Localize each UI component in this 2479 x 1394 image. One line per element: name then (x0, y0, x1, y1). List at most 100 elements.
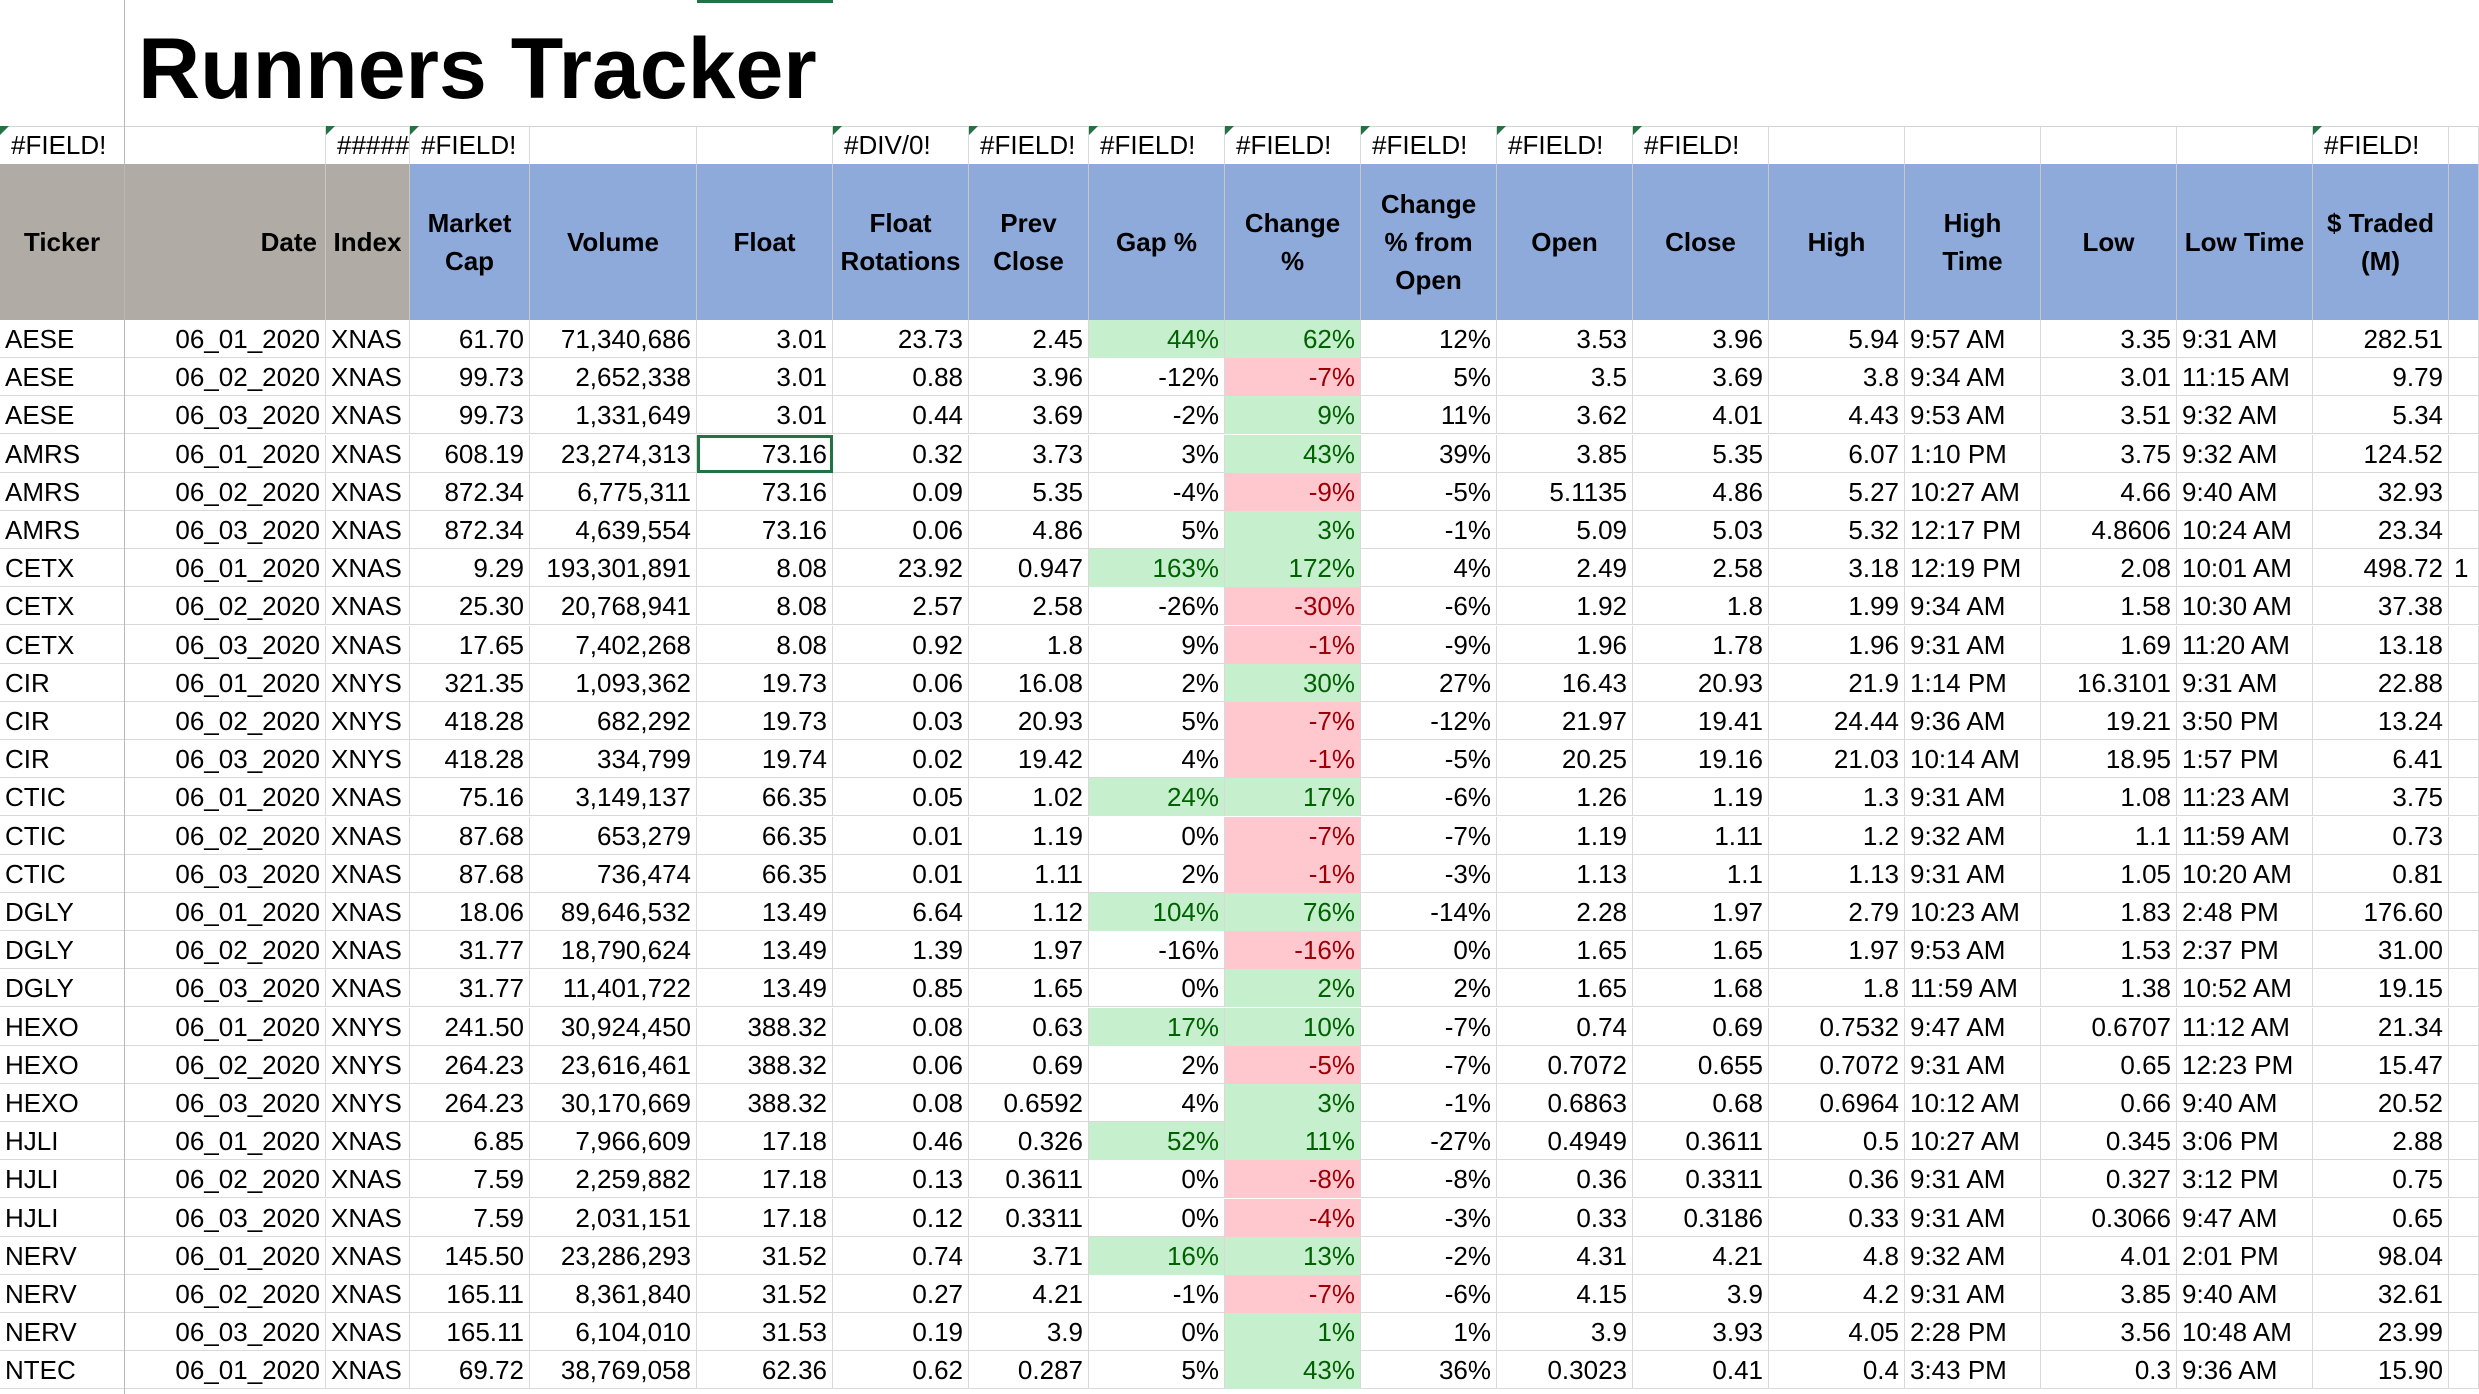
cell-date[interactable]: 06_02_2020 (125, 358, 326, 397)
column-header-change[interactable]: Change % (1225, 164, 1361, 320)
cell-close[interactable]: 5.35 (1633, 434, 1769, 473)
cell-extra[interactable] (2449, 396, 2479, 435)
column-header-prev-close[interactable]: Prev Close (969, 164, 1089, 320)
cell-close[interactable]: 0.3611 (1633, 1122, 1769, 1161)
cell-volume[interactable]: 18,790,624 (530, 931, 697, 970)
cell-extra[interactable] (2449, 740, 2479, 779)
cell-float[interactable]: 8.08 (697, 625, 833, 664)
cell-extra[interactable] (2449, 854, 2479, 893)
cell-low[interactable]: 4.66 (2041, 472, 2177, 511)
cell-traded[interactable]: 9.79 (2313, 358, 2449, 397)
cell-date[interactable]: 06_02_2020 (125, 931, 326, 970)
cell-close[interactable]: 0.655 (1633, 1045, 1769, 1084)
cell-close[interactable]: 1.11 (1633, 816, 1769, 855)
cell-ticker[interactable]: CTIC (0, 816, 125, 855)
cell-high[interactable]: 3.8 (1769, 358, 1905, 397)
cell-close[interactable]: 3.9 (1633, 1275, 1769, 1313)
cell-low-time[interactable]: 10:48 AM (2177, 1313, 2313, 1352)
cell-float-rotations[interactable]: 0.08 (833, 1084, 969, 1122)
cell-open[interactable]: 1.65 (1497, 969, 1633, 1008)
cell-change-from-open[interactable]: -2% (1361, 1236, 1497, 1275)
cell-market-cap[interactable]: 17.65 (410, 625, 530, 664)
cell-extra[interactable] (2449, 1007, 2479, 1046)
cell-market-cap[interactable]: 31.77 (410, 931, 530, 970)
cell-float-rotations[interactable]: 2.57 (833, 587, 969, 626)
cell-gap[interactable]: 2% (1089, 854, 1225, 893)
field-cell[interactable]: #FIELD! (1089, 126, 1225, 164)
cell-low[interactable]: 19.21 (2041, 702, 2177, 740)
cell-ticker[interactable]: CIR (0, 702, 125, 740)
cell-open[interactable]: 0.4949 (1497, 1122, 1633, 1161)
cell-prev-close[interactable]: 19.42 (969, 740, 1089, 779)
cell-gap[interactable]: 0% (1089, 1198, 1225, 1237)
field-cell[interactable]: #FIELD! (969, 126, 1089, 164)
cell-volume[interactable]: 23,274,313 (530, 434, 697, 473)
cell-float-rotations[interactable]: 1.39 (833, 931, 969, 970)
field-cell[interactable]: #FIELD! (0, 126, 125, 164)
cell-float[interactable]: 66.35 (697, 778, 833, 817)
cell-float[interactable]: 19.73 (697, 663, 833, 702)
cell-float[interactable]: 13.49 (697, 931, 833, 970)
cell-traded[interactable]: 0.81 (2313, 854, 2449, 893)
cell-traded[interactable]: 23.34 (2313, 511, 2449, 549)
cell-float-rotations[interactable]: 0.06 (833, 511, 969, 549)
cell-low[interactable]: 1.08 (2041, 778, 2177, 817)
cell-high-time[interactable]: 9:34 AM (1905, 587, 2041, 626)
cell-ticker[interactable]: AMRS (0, 472, 125, 511)
cell-prev-close[interactable]: 0.63 (969, 1007, 1089, 1046)
cell-extra[interactable] (2449, 931, 2479, 970)
cell-high-time[interactable]: 9:31 AM (1905, 854, 2041, 893)
cell-traded[interactable]: 124.52 (2313, 434, 2449, 473)
cell-low[interactable]: 1.53 (2041, 931, 2177, 970)
cell-float[interactable]: 31.52 (697, 1275, 833, 1313)
cell-low-time[interactable]: 11:59 AM (2177, 816, 2313, 855)
cell-high-time[interactable]: 9:32 AM (1905, 1236, 2041, 1275)
cell-float[interactable]: 8.08 (697, 587, 833, 626)
cell-date[interactable]: 06_01_2020 (125, 434, 326, 473)
cell-volume[interactable]: 7,966,609 (530, 1122, 697, 1161)
cell-index[interactable]: XNYS (326, 1007, 410, 1046)
cell-index[interactable]: XNAS (326, 816, 410, 855)
cell-change-from-open[interactable]: 39% (1361, 434, 1497, 473)
cell-gap[interactable]: 5% (1089, 1351, 1225, 1390)
cell-high-time[interactable]: 9:31 AM (1905, 1045, 2041, 1084)
cell-prev-close[interactable]: 0.69 (969, 1045, 1089, 1084)
cell-low[interactable]: 1.58 (2041, 587, 2177, 626)
cell-gap[interactable]: 0% (1089, 969, 1225, 1008)
cell-change[interactable]: -7% (1225, 1275, 1361, 1313)
cell-ticker[interactable]: CIR (0, 663, 125, 702)
cell-float[interactable]: 13.49 (697, 893, 833, 931)
cell-ticker[interactable]: HJLI (0, 1198, 125, 1237)
cell-index[interactable]: XNAS (326, 625, 410, 664)
cell-index[interactable]: XNAS (326, 778, 410, 817)
cell-traded[interactable]: 19.15 (2313, 969, 2449, 1008)
cell-traded[interactable]: 37.38 (2313, 587, 2449, 626)
cell-gap[interactable]: 4% (1089, 740, 1225, 779)
cell-extra[interactable] (2449, 358, 2479, 397)
cell-low-time[interactable]: 10:24 AM (2177, 511, 2313, 549)
cell-prev-close[interactable]: 1.97 (969, 931, 1089, 970)
cell-high-time[interactable]: 10:14 AM (1905, 740, 2041, 779)
cell-change[interactable]: -4% (1225, 1198, 1361, 1237)
cell-change-from-open[interactable]: -5% (1361, 472, 1497, 511)
column-header-open[interactable]: Open (1497, 164, 1633, 320)
cell-float[interactable]: 31.52 (697, 1236, 833, 1275)
cell-gap[interactable]: 52% (1089, 1122, 1225, 1161)
cell-high-time[interactable]: 3:43 PM (1905, 1351, 2041, 1390)
cell-gap[interactable]: 44% (1089, 320, 1225, 358)
cell-prev-close[interactable]: 4.86 (969, 511, 1089, 549)
cell-change-from-open[interactable]: -9% (1361, 625, 1497, 664)
cell-open[interactable]: 3.9 (1497, 1313, 1633, 1352)
cell-change[interactable]: -16% (1225, 931, 1361, 970)
cell-volume[interactable]: 20,768,941 (530, 587, 697, 626)
cell-close[interactable]: 3.69 (1633, 358, 1769, 397)
cell-gap[interactable]: 163% (1089, 549, 1225, 588)
cell-high[interactable]: 5.32 (1769, 511, 1905, 549)
cell-extra[interactable] (2449, 1313, 2479, 1352)
cell-traded[interactable]: 0.75 (2313, 1160, 2449, 1199)
cell-float-rotations[interactable]: 0.74 (833, 1236, 969, 1275)
cell-index[interactable]: XNYS (326, 702, 410, 740)
cell-change[interactable]: -8% (1225, 1160, 1361, 1199)
cell-high-time[interactable]: 1:10 PM (1905, 434, 2041, 473)
cell-volume[interactable]: 30,170,669 (530, 1084, 697, 1122)
